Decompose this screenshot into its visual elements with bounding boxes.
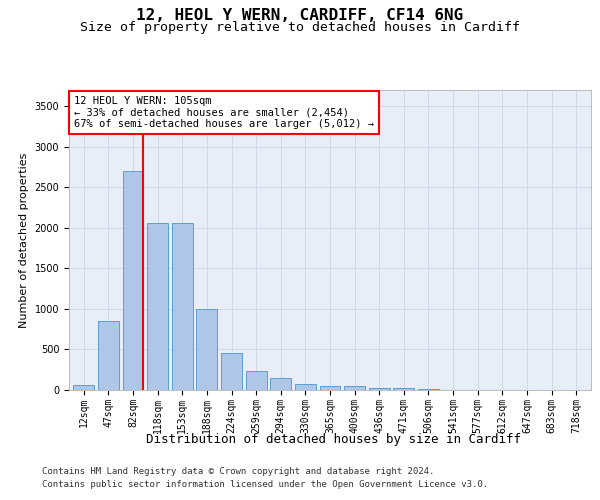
- Bar: [394, 388, 415, 390]
- Bar: [369, 388, 390, 390]
- Text: Contains HM Land Registry data © Crown copyright and database right 2024.: Contains HM Land Registry data © Crown c…: [42, 467, 434, 476]
- Bar: [122, 171, 143, 390]
- Bar: [172, 223, 193, 390]
- Bar: [344, 386, 365, 390]
- Text: Size of property relative to detached houses in Cardiff: Size of property relative to detached ho…: [80, 21, 520, 34]
- Bar: [221, 352, 242, 390]
- Bar: [418, 389, 439, 390]
- Text: Distribution of detached houses by size in Cardiff: Distribution of detached houses by size …: [146, 432, 521, 446]
- Text: 12, HEOL Y WERN, CARDIFF, CF14 6NG: 12, HEOL Y WERN, CARDIFF, CF14 6NG: [136, 8, 464, 22]
- Bar: [270, 378, 291, 390]
- Bar: [295, 384, 316, 390]
- Bar: [73, 385, 94, 390]
- Y-axis label: Number of detached properties: Number of detached properties: [19, 152, 29, 328]
- Bar: [320, 386, 340, 390]
- Text: 12 HEOL Y WERN: 105sqm
← 33% of detached houses are smaller (2,454)
67% of semi-: 12 HEOL Y WERN: 105sqm ← 33% of detached…: [74, 96, 374, 129]
- Bar: [147, 223, 168, 390]
- Bar: [98, 321, 119, 390]
- Text: Contains public sector information licensed under the Open Government Licence v3: Contains public sector information licen…: [42, 480, 488, 489]
- Bar: [245, 372, 266, 390]
- Bar: [196, 309, 217, 390]
